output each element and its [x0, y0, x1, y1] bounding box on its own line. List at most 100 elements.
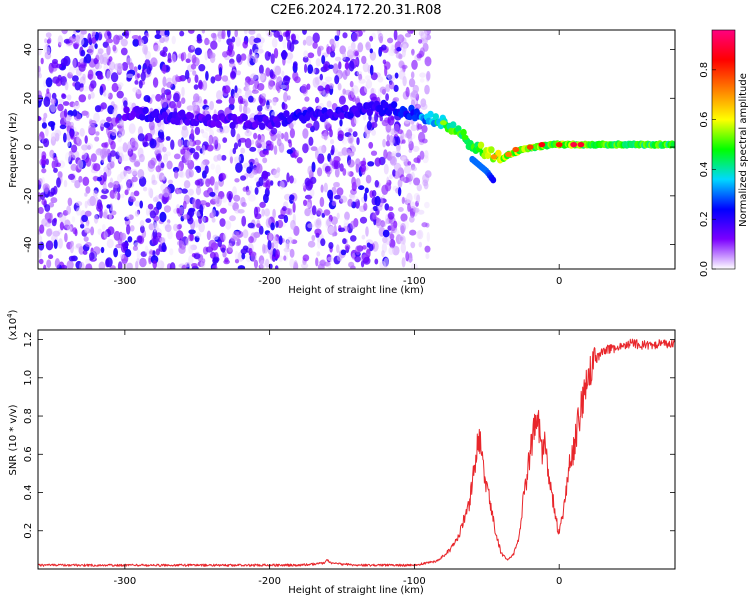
- noise-speckle: [234, 85, 238, 93]
- noise-speckle: [324, 84, 331, 94]
- spectrogram-y-label: Frequency (Hz): [8, 112, 19, 188]
- noise-speckle: [61, 30, 68, 35]
- noise-speckle: [265, 67, 271, 77]
- trace-cell: [488, 146, 495, 154]
- trace-peak: [512, 146, 520, 153]
- noise-speckle: [206, 144, 214, 152]
- noise-speckle: [166, 81, 173, 88]
- trace-peak: [555, 142, 563, 148]
- noise-speckle: [200, 160, 206, 171]
- noise-speckle: [212, 136, 219, 145]
- noise-speckle: [390, 222, 396, 232]
- noise-speckle: [336, 254, 343, 262]
- noise-speckle: [404, 32, 412, 38]
- noise-speckle: [334, 34, 340, 42]
- noise-speckle: [127, 236, 133, 243]
- noise-speckle: [53, 167, 58, 173]
- noise-speckle: [285, 207, 291, 215]
- noise-speckle: [212, 234, 219, 241]
- noise-speckle: [139, 220, 145, 227]
- noise-speckle: [337, 130, 344, 139]
- noise-speckle: [416, 53, 423, 59]
- noise-speckle: [323, 61, 331, 72]
- noise-speckle: [90, 80, 97, 89]
- noise-speckle: [156, 153, 162, 162]
- noise-speckle: [177, 240, 184, 246]
- noise-speckle: [393, 30, 398, 41]
- noise-speckle: [344, 148, 352, 154]
- noise-speckle: [413, 177, 421, 186]
- noise-speckle: [215, 99, 223, 104]
- noise-speckle: [253, 167, 260, 174]
- noise-speckle: [410, 79, 416, 86]
- noise-speckle: [411, 48, 415, 56]
- noise-speckle: [137, 133, 145, 142]
- noise-speckle: [88, 123, 96, 135]
- noise-speckle: [38, 73, 42, 79]
- noise-speckle: [354, 58, 358, 66]
- noise-speckle: [359, 164, 367, 173]
- noise-speckle: [202, 109, 208, 117]
- noise-speckle: [253, 259, 259, 269]
- noise-speckle: [72, 101, 81, 110]
- noise-speckle: [106, 204, 111, 209]
- noise-speckle: [223, 85, 231, 94]
- noise-speckle: [188, 30, 195, 34]
- noise-speckle: [156, 201, 162, 210]
- colorbar-scale: [712, 30, 735, 269]
- noise-speckle: [63, 132, 67, 143]
- noise-speckle: [84, 192, 88, 197]
- noise-speckle: [270, 127, 278, 135]
- noise-speckle: [45, 158, 49, 165]
- noise-speckle: [382, 256, 389, 267]
- noise-speckle: [38, 136, 42, 141]
- trace-cell: [210, 120, 217, 128]
- noise-speckle: [369, 93, 377, 101]
- noise-speckle: [117, 82, 124, 88]
- colorbar-label: Normalized spectral amplitude: [738, 73, 749, 227]
- noise-speckle: [369, 64, 374, 76]
- noise-speckle: [95, 63, 103, 70]
- noise-speckle: [260, 93, 267, 99]
- noise-speckle: [323, 182, 328, 193]
- noise-speckle: [140, 251, 147, 257]
- noise-speckle: [148, 120, 155, 131]
- noise-speckle: [189, 232, 194, 241]
- noise-speckle: [198, 79, 203, 89]
- noise-speckle: [371, 129, 376, 136]
- noise-speckle: [274, 65, 282, 76]
- noise-speckle: [222, 251, 227, 258]
- trace-peak: [526, 144, 534, 150]
- noise-speckle: [126, 54, 131, 66]
- noise-speckle: [350, 220, 356, 230]
- noise-speckle: [233, 194, 241, 202]
- noise-speckle: [215, 164, 221, 175]
- noise-speckle: [78, 37, 85, 46]
- noise-speckle: [333, 156, 341, 163]
- noise-speckle: [72, 109, 78, 117]
- noise-speckle: [204, 51, 208, 61]
- noise-speckle: [407, 202, 411, 212]
- noise-speckle: [153, 221, 157, 233]
- noise-speckle: [138, 79, 143, 89]
- noise-speckle: [66, 114, 73, 121]
- noise-speckle: [273, 48, 279, 59]
- noise-speckle: [167, 230, 173, 240]
- noise-speckle: [93, 112, 100, 123]
- trace-cell: [354, 110, 361, 118]
- noise-speckle: [391, 44, 395, 52]
- noise-speckle: [336, 212, 340, 220]
- noise-speckle: [284, 240, 289, 250]
- noise-speckle: [114, 191, 118, 200]
- noise-speckle: [200, 129, 205, 134]
- noise-speckle: [289, 128, 295, 139]
- noise-speckle: [149, 210, 157, 219]
- noise-speckle: [43, 96, 51, 107]
- noise-speckle: [388, 246, 395, 255]
- noise-speckle: [345, 60, 349, 71]
- noise-speckle: [193, 84, 199, 90]
- noise-speckle: [400, 176, 407, 183]
- noise-speckle: [379, 260, 387, 269]
- noise-speckle: [416, 183, 422, 192]
- noise-speckle: [93, 214, 99, 224]
